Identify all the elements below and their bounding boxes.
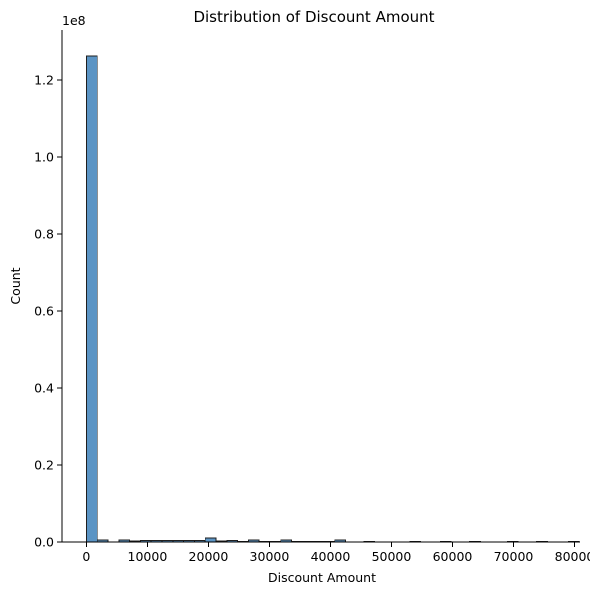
bars-group xyxy=(85,55,580,543)
x-tick-label: 10000 xyxy=(128,549,168,564)
y-tick-label: 1.2 xyxy=(34,73,54,88)
x-tick-label: 70000 xyxy=(494,549,534,564)
histogram-bar xyxy=(204,537,217,543)
histogram-bar xyxy=(85,55,98,543)
x-tick-label: 20000 xyxy=(189,549,229,564)
y-axis-offset-label: 1e8 xyxy=(62,13,86,28)
x-tick-label: 40000 xyxy=(311,549,351,564)
y-tick-label: 0.8 xyxy=(34,227,54,242)
x-tick-label: 50000 xyxy=(372,549,412,564)
y-tick-label: 0.4 xyxy=(34,381,54,396)
x-tick-label: 0 xyxy=(82,549,90,564)
y-tick-label: 0.0 xyxy=(34,535,54,550)
y-tick-label: 1.0 xyxy=(34,150,54,165)
chart-title: Distribution of Discount Amount xyxy=(193,8,434,26)
y-axis-ticks: 0.0 0.2 0.4 0.6 0.8 1.0 1.2 xyxy=(34,73,62,550)
y-tick-label: 0.2 xyxy=(34,458,54,473)
x-tick-label: 60000 xyxy=(433,549,473,564)
y-tick-label: 0.6 xyxy=(34,304,54,319)
x-axis-label: Discount Amount xyxy=(268,570,376,585)
y-axis-label: Count xyxy=(8,267,23,304)
x-tick-label: 30000 xyxy=(250,549,290,564)
x-axis-ticks: 0 10000 20000 30000 40000 50000 60000 70000 8000… xyxy=(82,542,590,564)
